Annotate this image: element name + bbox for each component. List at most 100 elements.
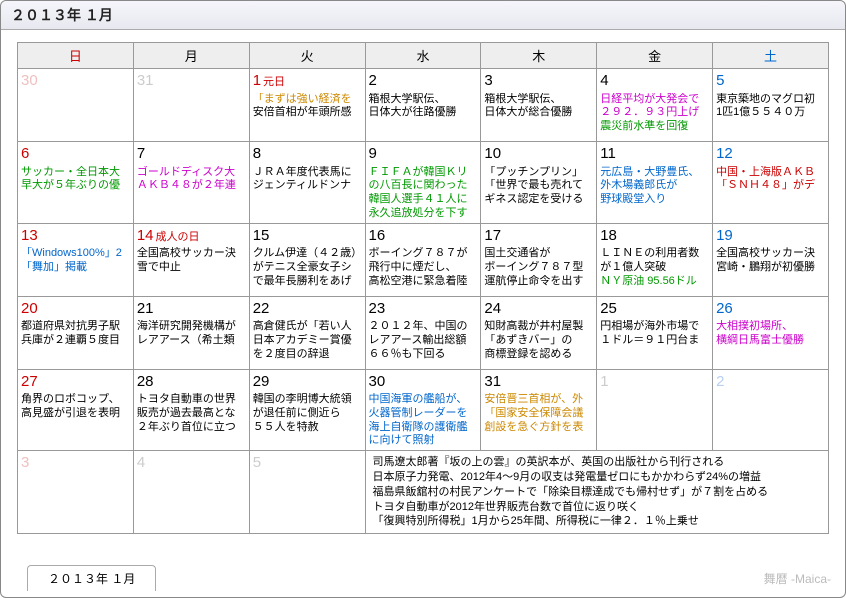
- day-number: 7: [137, 144, 246, 164]
- calendar-day-cell[interactable]: 5東京築地のマグロ初1匹1億５５４０万: [713, 69, 829, 142]
- event-line: ゴールドディスク大: [137, 166, 246, 180]
- event-line: 日経平均が大発会で: [600, 93, 709, 107]
- calendar-day-cell[interactable]: 1元日「まずは強い経済を安倍首相が年頭所感: [249, 69, 365, 142]
- day-number: 10: [484, 144, 593, 164]
- event-line: 兵庫が２連覇５度目: [21, 334, 130, 348]
- event-line: 海洋研究開発機構が: [137, 320, 246, 334]
- event-line: 「舞加」掲載: [21, 261, 130, 275]
- event-line: トヨタ自動車の世界: [137, 393, 246, 407]
- calendar-day-cell[interactable]: 15クルム伊達（４２歳）がテニス全豪女子シで最年長勝利をあげ: [249, 223, 365, 296]
- calendar-day-cell[interactable]: 1: [597, 369, 713, 451]
- day-number: 3: [484, 71, 593, 91]
- weekday-header: 水: [365, 43, 481, 69]
- event-line: 「プッチンプリン」: [484, 166, 593, 180]
- day-number: 14成人の日: [137, 226, 246, 246]
- note-line: 「復興特別所得税」1月から25年間、所得税に一律２．１％上乗せ: [373, 514, 821, 529]
- event-line: ２０１２年、中国の: [369, 320, 478, 334]
- event-line: ギネス認定を受ける: [484, 193, 593, 207]
- event-line: 「ＳＮＨ４８」がデ: [716, 179, 825, 193]
- calendar-window: ２０１３年 １月 日月火水木金土 30311元日「まずは強い経済を安倍首相が年頭…: [0, 0, 846, 598]
- calendar-day-cell[interactable]: 24知財高裁が井村屋製「あずきバー」の商標登録を認める: [481, 296, 597, 369]
- event-line: ＬＩＮＥの利用者数: [600, 247, 709, 261]
- calendar-day-cell[interactable]: 29韓国の李明博大統領が退任前に側近ら５５人を特赦: [249, 369, 365, 451]
- calendar-day-cell[interactable]: 22高倉健氏が「若い人日本アカデミー賞優を２度目の辞退: [249, 296, 365, 369]
- calendar-week-row: 13「Windows100%」2「舞加」掲載14成人の日全国高校サッカー決雪で中…: [18, 223, 829, 296]
- calendar-day-cell[interactable]: 26大相撲初場所、横綱日馬富士優勝: [713, 296, 829, 369]
- calendar-day-cell[interactable]: 4: [133, 451, 249, 534]
- calendar-day-cell[interactable]: 25円相場が海外市場で１ドル＝９１円台ま: [597, 296, 713, 369]
- day-number: 21: [137, 299, 246, 319]
- event-line: レアアース（希土類: [137, 334, 246, 348]
- event-line: ＮＹ原油 95.56ドル: [600, 275, 709, 289]
- calendar-week-row: 20都道府県対抗男子駅兵庫が２連覇５度目21海洋研究開発機構がレアアース（希土類…: [18, 296, 829, 369]
- day-number: 3: [21, 453, 130, 473]
- calendar-day-cell[interactable]: 7ゴールドディスク大ＡＫＢ４８が２年連: [133, 142, 249, 224]
- calendar-day-cell[interactable]: 21海洋研究開発機構がレアアース（希土類: [133, 296, 249, 369]
- event-line: 宮崎・鵬翔が初優勝: [716, 261, 825, 275]
- event-line: 早大が５年ぶりの優: [21, 179, 130, 193]
- event-line: 高見盛が引退を表明: [21, 407, 130, 421]
- day-number: 27: [21, 372, 130, 392]
- calendar-day-cell[interactable]: 6サッカー・全日本大早大が５年ぶりの優: [18, 142, 134, 224]
- calendar-day-cell[interactable]: 16ボーイング７８７が飛行中に煙だし、高松空港に緊急着陸: [365, 223, 481, 296]
- calendar-day-cell[interactable]: 30中国海軍の艦船が、火器管制レーダーを海上自衛隊の護衛艦に向けて照射: [365, 369, 481, 451]
- calendar-day-cell[interactable]: 17国土交通省がボーイング７８７型運航停止命令を出す: [481, 223, 597, 296]
- calendar-day-cell[interactable]: 9ＦＩＦＡが韓国Ｋリの八百長に関わった韓国人選手４１人に永久追放処分を下す: [365, 142, 481, 224]
- calendar-day-cell[interactable]: 27角界のロボコップ、高見盛が引退を表明: [18, 369, 134, 451]
- calendar-week-row: 27角界のロボコップ、高見盛が引退を表明28トヨタ自動車の世界販売が過去最高とな…: [18, 369, 829, 451]
- weekday-header: 火: [249, 43, 365, 69]
- calendar-day-cell[interactable]: 3: [18, 451, 134, 534]
- event-line: 中国・上海版ＡＫＢ: [716, 166, 825, 180]
- calendar-day-cell[interactable]: 31: [133, 69, 249, 142]
- month-notes: 司馬遼太郎著『坂の上の雲』の英訳本が、英国の出版社から刊行される日本原子力発電、…: [369, 453, 825, 531]
- calendar-day-cell[interactable]: 18ＬＩＮＥの利用者数が１億人突破ＮＹ原油 95.56ドル: [597, 223, 713, 296]
- calendar-grid: 日月火水木金土 30311元日「まずは強い経済を安倍首相が年頭所感2箱根大学駅伝…: [17, 42, 829, 534]
- calendar-day-cell[interactable]: 19全国高校サッカー決宮崎・鵬翔が初優勝: [713, 223, 829, 296]
- calendar-day-cell[interactable]: 2箱根大学駅伝、日体大が往路優勝: [365, 69, 481, 142]
- calendar-week-row: 345司馬遼太郎著『坂の上の雲』の英訳本が、英国の出版社から刊行される日本原子力…: [18, 451, 829, 534]
- day-number: 2: [716, 372, 825, 392]
- calendar-day-cell[interactable]: 10「プッチンプリン」「世界で最も売れてギネス認定を受ける: [481, 142, 597, 224]
- calendar-day-cell[interactable]: 4日経平均が大発会で２９２．９３円上げ震災前水準を回復: [597, 69, 713, 142]
- note-line: トヨタ自動車が2012年世界販売台数で首位に返り咲く: [373, 500, 821, 515]
- event-line: ５５人を特赦: [253, 421, 362, 435]
- event-line: 大相撲初場所、: [716, 320, 825, 334]
- event-line: 全国高校サッカー決: [137, 247, 246, 261]
- calendar-day-cell[interactable]: 13「Windows100%」2「舞加」掲載: [18, 223, 134, 296]
- calendar-day-cell[interactable]: 3箱根大学駅伝、日体大が総合優勝: [481, 69, 597, 142]
- calendar-day-cell[interactable]: 28トヨタ自動車の世界販売が過去最高とな２年ぶり首位に立つ: [133, 369, 249, 451]
- calendar-day-cell[interactable]: 30: [18, 69, 134, 142]
- footer: ２０１３年 １月 舞暦 -Maica-: [1, 567, 845, 593]
- brand-label: 舞暦 -Maica-: [764, 570, 831, 587]
- event-line: 東京築地のマグロ初: [716, 93, 825, 107]
- weekday-header-row: 日月火水木金土: [18, 43, 829, 69]
- day-number: 22: [253, 299, 362, 319]
- day-number: 24: [484, 299, 593, 319]
- holiday-label: 元日: [263, 76, 285, 88]
- event-line: ジェンティルドンナ: [253, 179, 362, 193]
- calendar-day-cell[interactable]: 2: [713, 369, 829, 451]
- event-line: 横綱日馬富士優勝: [716, 334, 825, 348]
- calendar-day-cell[interactable]: 8ＪＲＡ年度代表馬にジェンティルドンナ: [249, 142, 365, 224]
- weekday-header: 日: [18, 43, 134, 69]
- month-tab[interactable]: ２０１３年 １月: [27, 565, 156, 591]
- day-number: 4: [137, 453, 246, 473]
- calendar-day-cell[interactable]: 23２０１２年、中国のレアアース輸出総額６６％も下回る: [365, 296, 481, 369]
- calendar-day-cell[interactable]: 11元広島・大野豊氏、外木場義郎氏が野球殿堂入り: [597, 142, 713, 224]
- event-line: 海上自衛隊の護衛艦: [369, 421, 478, 435]
- calendar-day-cell[interactable]: 31安倍晋三首相が、外「国家安全保障会議創設を急ぐ方針を表: [481, 369, 597, 451]
- event-line: 韓国人選手４１人に: [369, 193, 478, 207]
- calendar-day-cell[interactable]: 20都道府県対抗男子駅兵庫が２連覇５度目: [18, 296, 134, 369]
- day-number: 1元日: [253, 71, 362, 91]
- day-number: 30: [369, 372, 478, 392]
- calendar-day-cell[interactable]: 14成人の日全国高校サッカー決雪で中止: [133, 223, 249, 296]
- event-line: 都道府県対抗男子駅: [21, 320, 130, 334]
- calendar-day-cell[interactable]: 12中国・上海版ＡＫＢ「ＳＮＨ４８」がデ: [713, 142, 829, 224]
- event-line: ＪＲＡ年度代表馬に: [253, 166, 362, 180]
- weekday-header: 金: [597, 43, 713, 69]
- event-line: ６６％も下回る: [369, 348, 478, 362]
- event-line: 「あずきバー」の: [484, 334, 593, 348]
- event-line: の八百長に関わった: [369, 179, 478, 193]
- day-number: 17: [484, 226, 593, 246]
- calendar-day-cell[interactable]: 5: [249, 451, 365, 534]
